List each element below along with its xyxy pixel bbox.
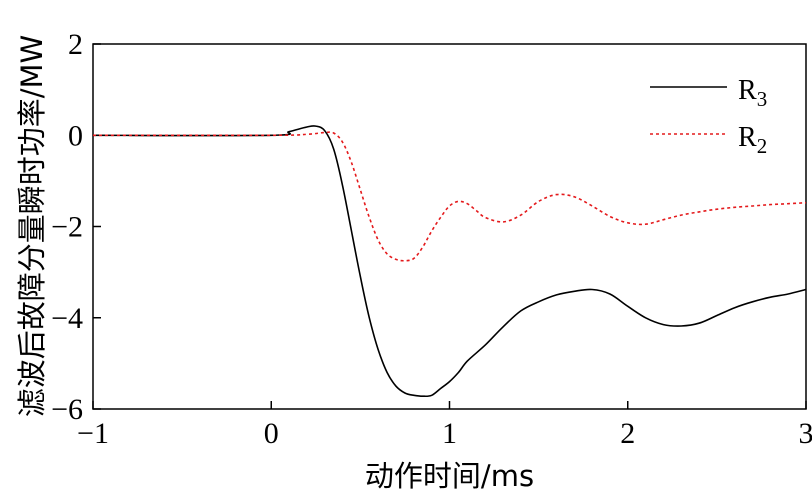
axes-frame [92, 43, 807, 410]
x-tick-label: 2 [620, 417, 635, 450]
series-line-1 [92, 125, 807, 398]
y-tick-label: −2 [51, 211, 83, 244]
legend-label-2: R2 [738, 122, 767, 158]
x-tick-label: 0 [264, 417, 279, 450]
axis-ticks [92, 43, 807, 410]
y-tick-label: −4 [51, 302, 83, 335]
series-layer [92, 125, 807, 398]
series-line-2 [92, 131, 807, 262]
y-tick-label: −6 [51, 393, 83, 426]
x-axis-label: 动作时间/ms [365, 459, 534, 493]
y-tick-label: 0 [68, 119, 83, 152]
plot-area [92, 43, 807, 410]
y-axis-label: 滤波后故障分量瞬时功率/MW [15, 35, 49, 417]
tick-labels: −1 0 1 2 3 −6 −4 −2 0 2 [51, 28, 812, 450]
x-tick-label: 3 [799, 417, 812, 450]
y-tick-label: 2 [68, 28, 83, 61]
x-tick-label: 1 [442, 417, 457, 450]
x-tick-label: −1 [77, 417, 109, 450]
legend-label-1: R3 [738, 75, 767, 111]
